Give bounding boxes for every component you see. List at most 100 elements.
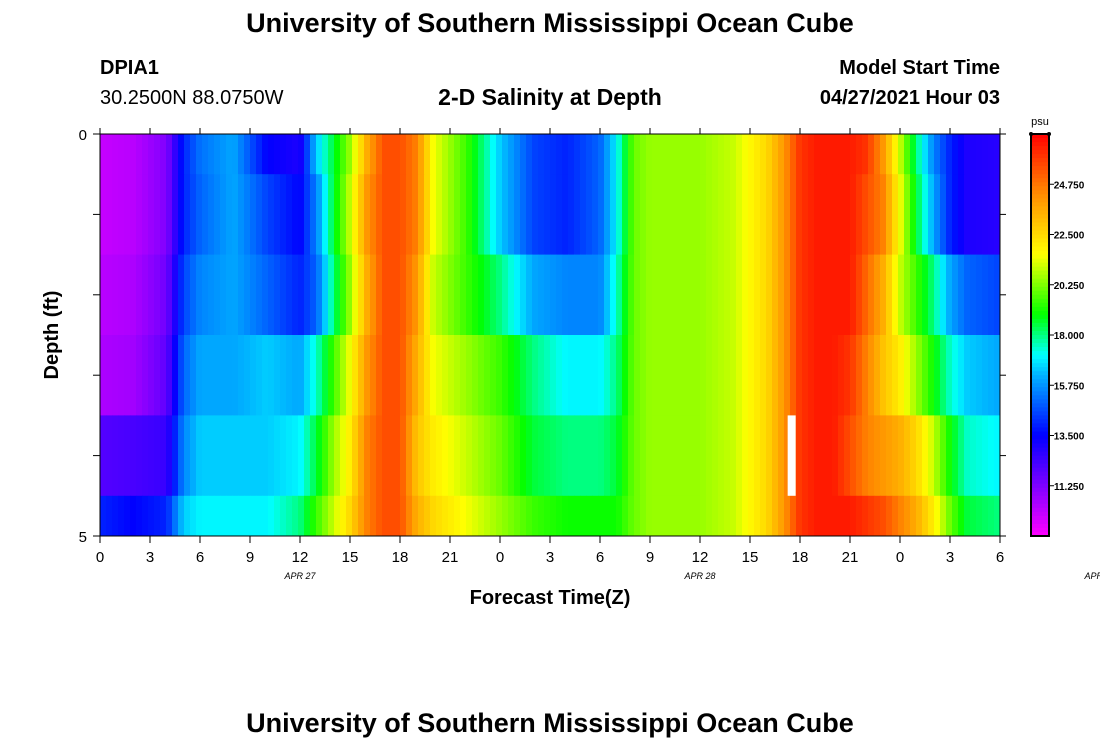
colorbar-swatch xyxy=(1031,282,1049,288)
colorbar-tick-label: 13.500 xyxy=(1054,432,1085,443)
colorbar-swatch xyxy=(1031,419,1049,425)
heatmap-cell xyxy=(970,495,977,537)
heatmap-cell xyxy=(418,174,425,256)
heatmap-cell xyxy=(502,254,509,336)
heatmap-cell xyxy=(448,495,455,537)
heatmap-cell xyxy=(250,335,257,416)
heatmap-cell xyxy=(184,134,191,175)
colorbar-swatch xyxy=(1031,519,1049,525)
y-axis-label: Depth (ft) xyxy=(41,291,63,380)
colorbar-swatch xyxy=(1031,459,1049,465)
heatmap-cell xyxy=(574,415,581,497)
heatmap-cell xyxy=(562,335,569,416)
heatmap-cell xyxy=(988,495,995,537)
heatmap-cell xyxy=(856,134,863,175)
heatmap-cell xyxy=(898,335,905,416)
colorbar-swatch xyxy=(1031,234,1049,240)
heatmap-cell xyxy=(544,174,551,256)
heatmap-cell xyxy=(394,415,401,497)
heatmap-cell xyxy=(652,335,659,416)
heatmap-cell xyxy=(502,134,509,175)
heatmap-cell xyxy=(436,254,443,336)
heatmap-cell xyxy=(724,415,731,497)
heatmap-cell xyxy=(274,335,281,416)
heatmap-cell xyxy=(616,495,623,537)
heatmap-cell xyxy=(166,134,173,175)
heatmap-cell xyxy=(844,134,851,175)
colorbar-swatch xyxy=(1031,391,1049,396)
heatmap-cell xyxy=(562,174,569,256)
heatmap-cell xyxy=(676,134,683,175)
heatmap-cell xyxy=(982,174,989,256)
heatmap-cell xyxy=(370,254,377,336)
heatmap-cell xyxy=(712,254,719,336)
heatmap-cell xyxy=(784,174,791,256)
heatmap-cell xyxy=(784,254,791,336)
colorbar-swatch xyxy=(1031,250,1049,256)
heatmap-cell xyxy=(310,254,317,336)
heatmap-cell xyxy=(364,174,371,256)
heatmap-cell xyxy=(142,254,149,336)
colorbar-swatch xyxy=(1031,427,1049,433)
heatmap-cell xyxy=(460,134,467,175)
heatmap-cell xyxy=(202,174,209,256)
heatmap-cell xyxy=(202,415,209,497)
heatmap-cell xyxy=(244,335,251,416)
heatmap-cell xyxy=(994,174,1001,256)
heatmap-cell xyxy=(592,415,599,497)
heatmap-cell xyxy=(142,335,149,416)
heatmap-cell xyxy=(352,254,359,336)
x-tick-label: 18 xyxy=(392,549,409,566)
x-tick-label: 0 xyxy=(496,549,504,566)
heatmap-cell xyxy=(418,415,425,497)
heatmap-cell xyxy=(700,254,707,336)
heatmap-cell xyxy=(832,415,839,497)
heatmap-cell xyxy=(976,415,983,497)
heatmap-cell xyxy=(868,335,875,416)
heatmap-cell xyxy=(838,254,845,336)
heatmap-cell xyxy=(484,415,491,497)
colorbar-swatch xyxy=(1031,527,1049,533)
heatmap-cell xyxy=(784,335,791,416)
colorbar-swatch xyxy=(1031,206,1049,211)
heatmap-cell xyxy=(502,495,509,537)
heatmap-cell xyxy=(970,174,977,256)
heatmap-cell xyxy=(694,495,701,537)
x-tick-label: 6 xyxy=(996,549,1004,566)
heatmap-cell xyxy=(256,254,263,336)
heatmap-cell xyxy=(820,335,827,416)
heatmap-cell xyxy=(148,495,155,537)
heatmap-cell xyxy=(424,415,431,497)
heatmap-cell xyxy=(262,415,269,497)
heatmap-cell xyxy=(904,495,911,537)
heatmap-cell xyxy=(196,254,203,336)
heatmap-cell xyxy=(634,254,641,336)
heatmap-cell xyxy=(154,134,161,175)
heatmap-cell xyxy=(466,254,473,336)
heatmap-cell xyxy=(904,174,911,256)
heatmap-cell xyxy=(634,335,641,416)
heatmap-cell xyxy=(796,254,803,336)
heatmap-cell xyxy=(496,495,503,537)
heatmap-cell xyxy=(724,335,731,416)
heatmap-cell xyxy=(742,415,749,497)
heatmap-cell xyxy=(118,134,125,175)
heatmap-cell xyxy=(208,134,215,175)
heatmap-cell xyxy=(826,495,833,537)
colorbar-swatch xyxy=(1031,491,1049,497)
heatmap-cell xyxy=(172,174,179,256)
heatmap-cell xyxy=(874,174,881,256)
heatmap-cell xyxy=(634,174,641,256)
heatmap-cell xyxy=(346,495,353,537)
heatmap-cell xyxy=(976,174,983,256)
heatmap-cell xyxy=(160,254,167,336)
heatmap-cell xyxy=(748,174,755,256)
heatmap-cell xyxy=(718,335,725,416)
heatmap-cell xyxy=(316,254,323,336)
heatmap-cell xyxy=(100,495,107,537)
heatmap-cell xyxy=(226,134,233,175)
heatmap-cell xyxy=(544,134,551,175)
colorbar-swatch xyxy=(1031,270,1049,276)
heatmap-cell xyxy=(958,174,965,256)
heatmap-cell xyxy=(478,254,485,336)
